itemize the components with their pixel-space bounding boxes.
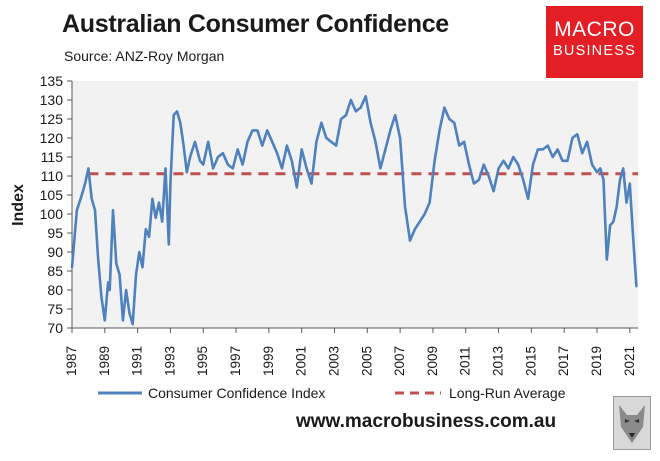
x-tick-label: 1993 bbox=[162, 346, 177, 376]
legend-label-average: Long-Run Average bbox=[449, 385, 566, 401]
y-tick-label: 120 bbox=[40, 130, 64, 146]
x-tick-label: 2013 bbox=[491, 346, 506, 376]
x-tick-label: 2011 bbox=[458, 346, 473, 375]
page-title: Australian Consumer Confidence bbox=[62, 10, 449, 38]
y-tick-label: 85 bbox=[47, 263, 63, 279]
wolf-logo bbox=[613, 396, 651, 450]
series-layer bbox=[70, 94, 638, 326]
logo-line-1: MACRO bbox=[554, 18, 635, 41]
y-axis-ticks: 70 75 80 85 90 95 100 105 110 115 120 125 130 135 bbox=[40, 73, 72, 336]
legend: Consumer Confidence Index Long-Run Avera… bbox=[98, 385, 566, 401]
y-tick-label: 70 bbox=[47, 320, 63, 336]
x-tick-label: 2009 bbox=[425, 346, 440, 376]
y-tick-label: 80 bbox=[47, 282, 63, 298]
y-axis-label: Index bbox=[10, 184, 27, 226]
x-tick-label: 1997 bbox=[228, 346, 243, 376]
wolf-icon bbox=[619, 405, 645, 443]
y-tick-label: 110 bbox=[41, 168, 64, 184]
x-tick-label: 1991 bbox=[130, 346, 145, 376]
website-url[interactable]: www.macrobusiness.com.au bbox=[296, 411, 557, 432]
x-tick-label: 1989 bbox=[97, 346, 112, 376]
y-tick-label: 125 bbox=[40, 111, 64, 127]
y-tick-label: 90 bbox=[47, 244, 63, 260]
y-tick-label: 130 bbox=[40, 92, 64, 108]
y-tick-label: 100 bbox=[40, 206, 64, 222]
x-tick-label: 2001 bbox=[294, 346, 309, 376]
logo-line-2: BUSINESS bbox=[553, 43, 636, 59]
consumer-confidence-series-line bbox=[70, 94, 638, 326]
x-tick-label: 2017 bbox=[556, 346, 571, 376]
y-tick-label: 95 bbox=[47, 225, 63, 241]
x-tick-label: 2015 bbox=[523, 346, 538, 376]
legend-label-index: Consumer Confidence Index bbox=[148, 385, 325, 401]
x-tick-label: 1987 bbox=[64, 346, 79, 376]
y-tick-label: 75 bbox=[47, 301, 63, 317]
x-tick-label: 2003 bbox=[326, 346, 341, 376]
plot-area bbox=[72, 81, 638, 328]
x-tick-label: 2019 bbox=[589, 346, 604, 376]
x-tick-label: 2007 bbox=[392, 346, 407, 376]
y-tick-label: 135 bbox=[40, 73, 64, 89]
x-tick-label: 2005 bbox=[359, 346, 374, 376]
y-tick-label: 115 bbox=[41, 149, 64, 165]
x-tick-label: 1999 bbox=[261, 346, 276, 376]
x-axis-ticks: 1987 1989 1991 1993 1995 1997 1999 2001 2003 2005… bbox=[64, 328, 637, 376]
x-tick-label: 1995 bbox=[195, 346, 210, 376]
source-label: Source: ANZ-Roy Morgan bbox=[64, 48, 225, 64]
y-tick-label: 105 bbox=[40, 187, 64, 203]
x-tick-label: 2021 bbox=[622, 346, 637, 376]
macrobusiness-logo: MACRO BUSINESS bbox=[546, 6, 643, 78]
